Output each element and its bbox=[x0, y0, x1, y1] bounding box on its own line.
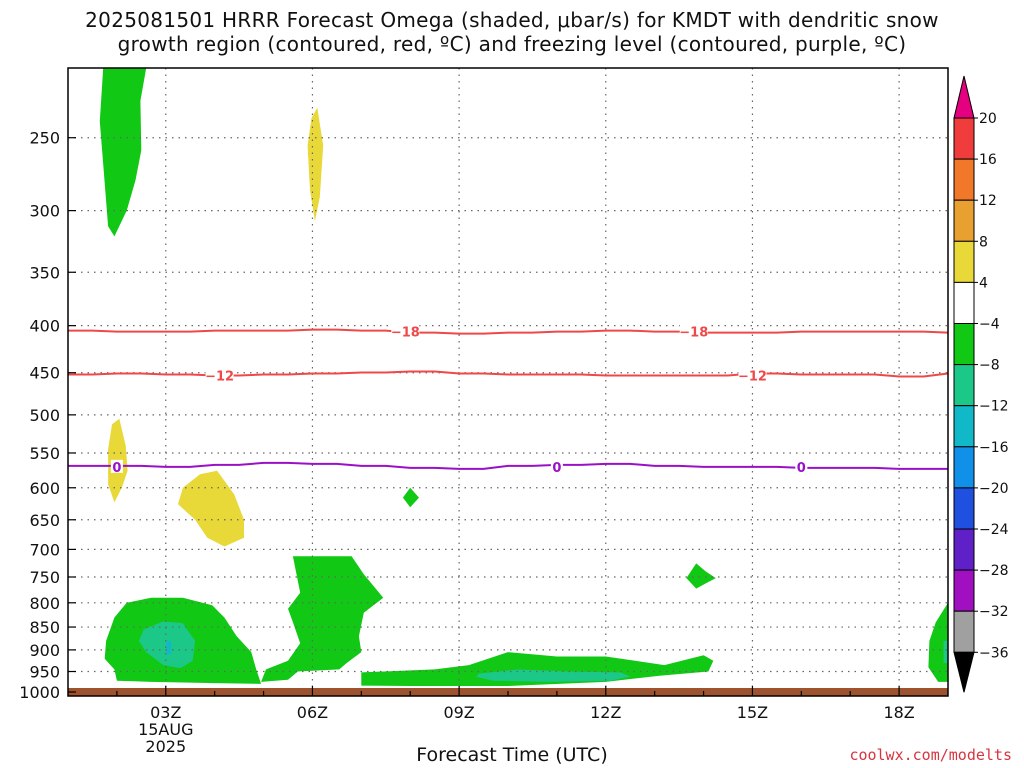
x-tick-label-03Z: 03Z bbox=[150, 703, 181, 722]
colorbar-swatch-2 bbox=[953, 158, 975, 201]
colorbar-swatch-8 bbox=[953, 405, 975, 448]
colorbar-label-3: 8 bbox=[979, 234, 988, 250]
contour-label-bg bbox=[679, 324, 708, 338]
omega-shading bbox=[99, 68, 948, 686]
omega-region-1 bbox=[307, 107, 324, 222]
colorbar-swatch-3 bbox=[953, 199, 975, 242]
colorbar-label-9: −20 bbox=[979, 481, 1009, 497]
y-tick-label-950: 950 bbox=[29, 663, 60, 682]
y-tick-label-900: 900 bbox=[29, 641, 60, 660]
omega-region-5 bbox=[686, 563, 716, 589]
colorbar-label-6: −8 bbox=[979, 358, 1000, 374]
y-tick-label-750: 750 bbox=[29, 568, 60, 587]
colorbar-label-11: −28 bbox=[979, 563, 1009, 579]
y-tick-label-650: 650 bbox=[29, 511, 60, 530]
omega-region-3 bbox=[178, 470, 244, 547]
contour-label-bg bbox=[205, 368, 234, 382]
contour-label--12: −12 bbox=[738, 370, 767, 385]
colorbar-label-1: 16 bbox=[979, 152, 997, 168]
omega-core-cyan bbox=[166, 640, 172, 655]
y-tick-label-500: 500 bbox=[29, 406, 60, 425]
colorbar-swatch-13 bbox=[953, 610, 975, 653]
y-tick-label-300: 300 bbox=[29, 202, 60, 221]
contour-label-bg bbox=[795, 459, 808, 473]
y-tick-label-450: 450 bbox=[29, 364, 60, 383]
x-date-label: 15AUG bbox=[138, 720, 193, 739]
colorbar-swatch-5 bbox=[953, 281, 975, 324]
colorbar-swatch-10 bbox=[953, 487, 975, 530]
colorbar-swatch-9 bbox=[953, 446, 975, 489]
colorbar: 20 16 12 8 4 −4 −8 −12 −16 −20 −24 −28 −32 −36 bbox=[953, 75, 1009, 693]
y-tick-label-600: 600 bbox=[29, 479, 60, 498]
omega-region-8 bbox=[261, 556, 384, 682]
contour-label-bg bbox=[550, 459, 563, 473]
y-tick-label-800: 800 bbox=[29, 594, 60, 613]
omega-region-4 bbox=[402, 487, 419, 508]
colorbar-swatch-12 bbox=[953, 569, 975, 612]
omega-edge-teal bbox=[943, 640, 948, 664]
contour-label-bg bbox=[738, 368, 767, 382]
omega-region-10 bbox=[476, 669, 631, 682]
gridlines bbox=[68, 68, 948, 696]
plot-frame bbox=[67, 67, 949, 697]
colorbar-swatch-4 bbox=[953, 240, 975, 283]
x-tick-label-09Z: 09Z bbox=[443, 703, 474, 722]
chart-title: 2025081501 HRRR Forecast Omega (shaded, … bbox=[0, 8, 1024, 56]
contour-label--12: −12 bbox=[205, 370, 234, 385]
omega-region-0 bbox=[99, 68, 147, 237]
omega-region-11 bbox=[928, 602, 948, 682]
contours: −18 −18 −12 −12 0 0 0 bbox=[68, 324, 949, 476]
y-tick-label-250: 250 bbox=[29, 129, 60, 148]
colorbar-swatch-7 bbox=[953, 364, 975, 407]
x-tick-label-06Z: 06Z bbox=[297, 703, 328, 722]
colorbar-bottom-arrow bbox=[953, 651, 975, 693]
y-tick-label-700: 700 bbox=[29, 540, 60, 559]
y-tick-label-850: 850 bbox=[29, 618, 60, 637]
colorbar-swatch-1 bbox=[953, 117, 975, 160]
contour-label-bg bbox=[110, 459, 123, 473]
colorbar-swatch-6 bbox=[953, 323, 975, 366]
colorbar-label-4: 4 bbox=[979, 275, 988, 291]
title-line-2: growth region (contoured, red, ºC) and f… bbox=[117, 32, 907, 56]
colorbar-label-13: −36 bbox=[979, 645, 1009, 661]
title-line-1: 2025081501 HRRR Forecast Omega (shaded, … bbox=[85, 8, 939, 32]
contour-label-0: 0 bbox=[552, 461, 561, 476]
colorbar-label-10: −24 bbox=[979, 522, 1009, 538]
credit-link[interactable]: coolwx.com/modelts bbox=[849, 746, 1012, 764]
y-tick-label-350: 350 bbox=[29, 263, 60, 282]
x-date-label: 2025 bbox=[145, 737, 186, 756]
contour-line-0 bbox=[68, 461, 948, 470]
x-axis-label: Forecast Time (UTC) bbox=[416, 744, 608, 766]
contour-label--18: −18 bbox=[679, 326, 708, 341]
colorbar-label-2: 12 bbox=[979, 193, 997, 209]
colorbar-swatch-11 bbox=[953, 528, 975, 571]
contour-label-0: 0 bbox=[112, 461, 121, 476]
contour-label--18: −18 bbox=[391, 326, 420, 341]
colorbar-label-0: 20 bbox=[979, 111, 997, 127]
colorbar-label-12: −32 bbox=[979, 604, 1009, 620]
x-tick-label-15Z: 15Z bbox=[737, 703, 768, 722]
y-tick-label-550: 550 bbox=[29, 444, 60, 463]
contour-label-0: 0 bbox=[797, 461, 806, 476]
colorbar-top-arrow bbox=[953, 75, 975, 119]
contour-label-bg bbox=[391, 324, 420, 338]
x-tick-label-12Z: 12Z bbox=[590, 703, 621, 722]
colorbar-label-7: −12 bbox=[979, 399, 1009, 415]
y-tick-label-400: 400 bbox=[29, 317, 60, 336]
colorbar-label-5: −4 bbox=[979, 317, 1000, 333]
y-tick-label-1000: 1000 bbox=[19, 683, 60, 702]
x-tick-label-18Z: 18Z bbox=[883, 703, 914, 722]
colorbar-label-8: −16 bbox=[979, 440, 1009, 456]
contour-line--18 bbox=[68, 328, 949, 335]
axes: 250 300 350 400 450 500 550 600 650 700 750 800 850 9… bbox=[19, 67, 949, 756]
